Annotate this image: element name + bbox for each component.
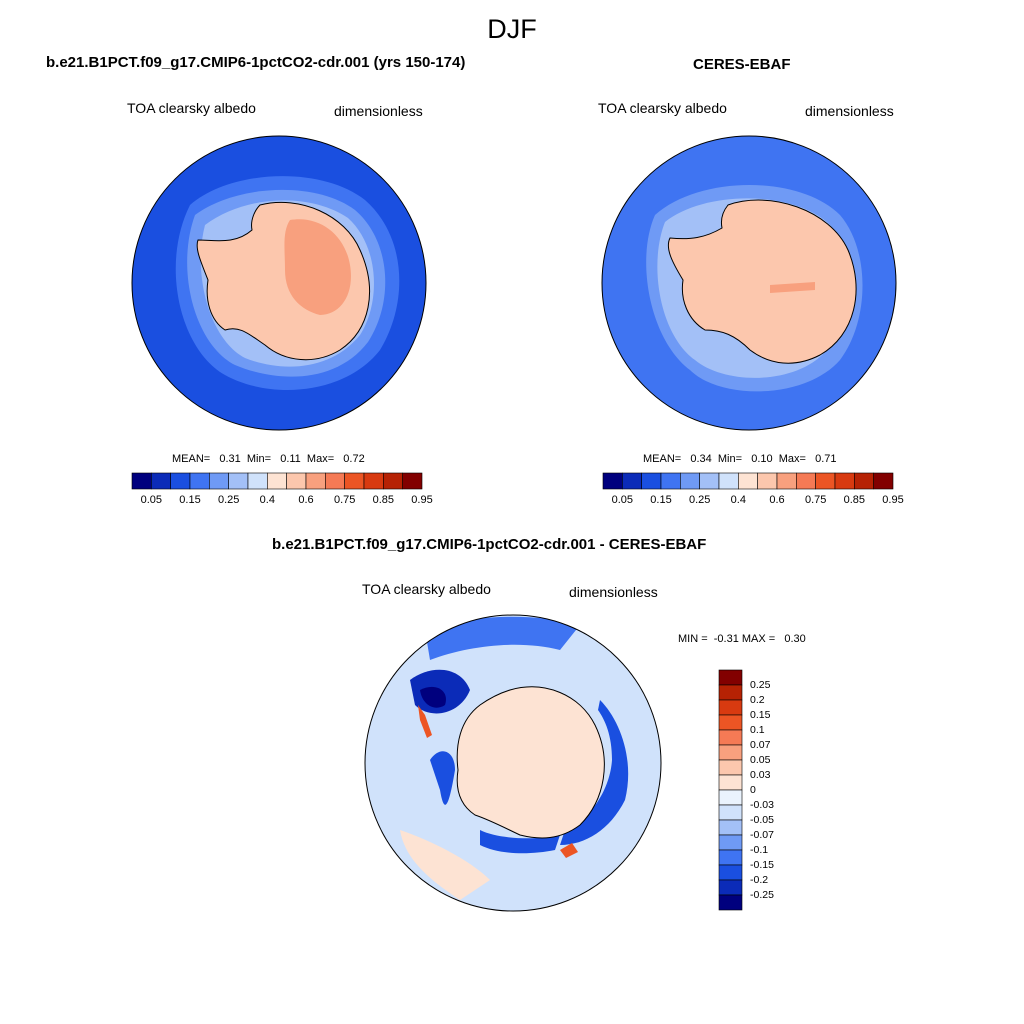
- diff-colorbar-swatch: [718, 789, 743, 806]
- obs-colorbar-labels: 0.05 0.15 0.25 0.4 0.6 0.75 0.85 0.95: [603, 494, 904, 508]
- model-plateau: [284, 219, 351, 315]
- season-title: DJF: [487, 14, 537, 44]
- diff-neg-south: [480, 830, 560, 854]
- diff-stats: MIN = -0.31 MAX = 0.30: [678, 633, 806, 645]
- obs-colorbar-tick-label: 0.05: [611, 494, 634, 506]
- diff-colorbar-swatch: [718, 744, 743, 761]
- obs-colorbar-tick-label: 0.75: [804, 494, 827, 506]
- diff-colorbar-swatch: [718, 669, 743, 686]
- model-variable-label: TOA clearsky albedo: [127, 100, 256, 116]
- diff-colorbar-tick-label: -0.1: [750, 844, 769, 856]
- obs-colorbar-tick-label: 0.15: [650, 494, 672, 506]
- model-colorbar: [131, 472, 423, 490]
- model-colorbar-swatch: [402, 472, 423, 490]
- diff-colorbar-swatch: [718, 729, 743, 746]
- diff-colorbar-swatch: [718, 714, 743, 731]
- diff-colorbar-swatch: [718, 699, 743, 716]
- obs-case-title: CERES-EBAF: [693, 56, 791, 73]
- model-colorbar-tick-label: 0.4: [259, 494, 275, 506]
- diff-colorbar-tick-label: -0.03: [750, 799, 774, 811]
- diff-colorbar-swatch: [718, 804, 743, 821]
- obs-colorbar-tick-label: 0.95: [882, 494, 904, 506]
- diff-neg-east: [560, 700, 629, 845]
- diff-colorbar-tick-label: -0.25: [750, 889, 774, 901]
- obs-stats: MEAN= 0.34 Min= 0.10 Max= 0.71: [643, 453, 837, 465]
- diff-pos-coast: [418, 705, 432, 738]
- model-colorbar-tick-label: 0.15: [179, 494, 201, 506]
- diff-colorbar-tick-label: 0.25: [750, 679, 771, 691]
- obs-colorbar-tick-label: 0.25: [688, 494, 711, 506]
- diff-colorbar-tick-label: 0: [750, 784, 756, 796]
- diff-colorbar-tick-label: 0.15: [750, 709, 771, 721]
- diff-colorbar: [718, 669, 743, 911]
- obs-colorbar-tick-label: 0.85: [843, 494, 866, 506]
- diff-colorbar-tick-label: 0.1: [750, 724, 765, 736]
- diff-neg-west: [430, 751, 455, 805]
- model-case-title: b.e21.B1PCT.f09_g17.CMIP6-1pctCO2-cdr.00…: [46, 54, 466, 71]
- obs-units-label: dimensionless: [805, 103, 894, 119]
- obs-colorbar-tick-label: 0.4: [730, 494, 746, 506]
- diff-colorbar-swatch: [718, 849, 743, 866]
- diff-colorbar-swatch: [718, 759, 743, 776]
- obs-colorbar-tick-label: 0.6: [769, 494, 785, 506]
- diff-units-label: dimensionless: [569, 584, 658, 600]
- model-colorbar-tick-label: 0.95: [411, 494, 433, 506]
- model-stats: MEAN= 0.31 Min= 0.11 Max= 0.72: [172, 453, 365, 465]
- diff-antarctica: [456, 686, 605, 839]
- diff-colorbar-swatch: [718, 879, 743, 896]
- obs-colorbar: [602, 472, 894, 490]
- model-colorbar-tick-label: 0.6: [298, 494, 314, 506]
- diff-colorbar-swatch: [718, 774, 743, 791]
- diff-colorbar-tick-label: 0.05: [750, 754, 771, 766]
- obs-variable-label: TOA clearsky albedo: [598, 100, 727, 116]
- diff-pos-southwest: [400, 830, 490, 900]
- model-units-label: dimensionless: [334, 103, 423, 119]
- diff-colorbar-swatch: [718, 684, 743, 701]
- model-colorbar-tick-label: 0.05: [140, 494, 163, 506]
- diff-colorbar-labels: 0.25 0.2 0.15 0.1 0.07 0.05 0.03 0 -0.03 -0.05 -0.…: [750, 670, 810, 910]
- obs-antarctica: [667, 199, 857, 364]
- diff-colorbar-tick-label: 0.2: [750, 694, 765, 706]
- diff-colorbar-tick-label: 0.07: [750, 739, 771, 751]
- model-colorbar-labels: 0.05 0.15 0.25 0.4 0.6 0.75 0.85 0.95: [132, 494, 433, 508]
- obs-colorbar-swatch: [873, 472, 894, 490]
- diff-colorbar-swatch: [718, 894, 743, 911]
- model-colorbar-tick-label: 0.25: [217, 494, 240, 506]
- diff-colorbar-swatch: [718, 864, 743, 881]
- model-colorbar-tick-label: 0.75: [333, 494, 356, 506]
- diff-variable-label: TOA clearsky albedo: [362, 581, 491, 597]
- diff-strong-neg: [420, 686, 446, 708]
- diff-colorbar-tick-label: -0.05: [750, 814, 774, 826]
- diff-neg-north: [425, 616, 580, 660]
- diff-colorbar-swatch: [718, 834, 743, 851]
- obs-high-albedo: [770, 282, 815, 293]
- diff-colorbar-swatch: [718, 819, 743, 836]
- model-colorbar-tick-label: 0.85: [372, 494, 395, 506]
- diff-case-title: b.e21.B1PCT.f09_g17.CMIP6-1pctCO2-cdr.00…: [272, 536, 707, 553]
- diff-colorbar-tick-label: -0.2: [750, 874, 769, 886]
- diff-colorbar-tick-label: -0.07: [750, 829, 774, 841]
- diff-colorbar-tick-label: 0.03: [750, 769, 771, 781]
- diff-colorbar-tick-label: -0.15: [750, 859, 774, 871]
- diff-strong-pos: [560, 843, 578, 858]
